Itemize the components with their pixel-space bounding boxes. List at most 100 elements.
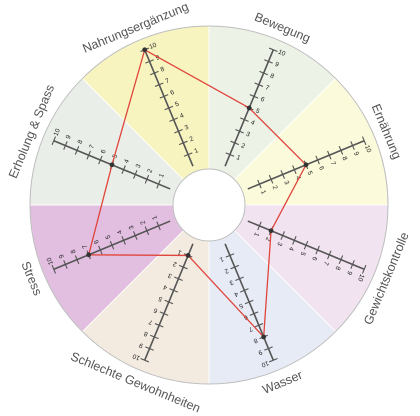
tick-label-schlechte-gewohnheiten-8: 8 bbox=[143, 329, 149, 337]
tick-label-schlechte-gewohnheiten-9: 9 bbox=[138, 341, 144, 349]
tick-label-nahrungsergaenzung-1: 1 bbox=[193, 147, 199, 155]
tick-bewegung-10 bbox=[268, 47, 278, 53]
data-point-gewichtskontrolle bbox=[268, 228, 274, 234]
tick-label-schlechte-gewohnheiten-5: 5 bbox=[157, 294, 163, 302]
tick-ernaehrung-9 bbox=[350, 141, 355, 150]
data-point-stress bbox=[86, 252, 92, 258]
tick-label-gewichtskontrolle-9: 9 bbox=[345, 270, 353, 276]
tick-label-bewegung-4: 4 bbox=[250, 119, 256, 127]
tick-label-wasser-9: 9 bbox=[257, 348, 263, 356]
tick-nahrungsergaenzung-5 bbox=[164, 105, 174, 111]
tick-wasser-5 bbox=[244, 299, 254, 305]
tick-label-schlechte-gewohnheiten-6: 6 bbox=[152, 306, 158, 314]
tick-label-erholung-spass-6: 6 bbox=[100, 148, 108, 154]
tick-stress-8 bbox=[74, 255, 80, 265]
tick-wasser-9 bbox=[264, 346, 273, 351]
tick-label-nahrungsergaenzung-10: 10 bbox=[148, 42, 158, 51]
tick-ernaehrung-7 bbox=[327, 150, 332, 160]
data-point-nahrungsergaenzung bbox=[142, 47, 148, 53]
tick-stress-10 bbox=[51, 264, 57, 274]
data-point-wasser bbox=[261, 334, 267, 340]
tick-wasser-7 bbox=[254, 323, 264, 328]
tick-label-nahrungsergaenzung-6: 6 bbox=[169, 89, 175, 97]
tick-gewichtskontrolle-6 bbox=[315, 245, 320, 255]
tick-schlechte-gewohnheiten-3 bbox=[174, 276, 183, 281]
tick-label-erholung-spass-9: 9 bbox=[65, 134, 73, 140]
tick-schlechte-gewohnheiten-4 bbox=[169, 288, 179, 293]
data-point-schlechte-gewohnheiten bbox=[185, 253, 191, 258]
tick-schlechte-gewohnheiten-8 bbox=[149, 334, 159, 340]
tick-label-stress-9: 9 bbox=[58, 253, 66, 259]
tick-ernaehrung-8 bbox=[338, 145, 344, 155]
tick-label-ernaehrung-7: 7 bbox=[329, 160, 337, 166]
tick-schlechte-gewohnheiten-7 bbox=[154, 323, 164, 328]
tick-gewichtskontrolle-8 bbox=[338, 255, 344, 265]
tick-nahrungsergaenzung-3 bbox=[174, 129, 183, 134]
tick-label-stress-3: 3 bbox=[128, 224, 136, 230]
tick-gewichtskontrolle-3 bbox=[280, 231, 285, 240]
tick-label-stress-2: 2 bbox=[139, 219, 147, 225]
tick-ernaehrung-6 bbox=[315, 155, 320, 165]
tick-label-ernaehrung-10: 10 bbox=[363, 144, 372, 154]
tick-label-erholung-spass-1: 1 bbox=[158, 172, 166, 178]
data-point-erholung-spass bbox=[109, 162, 115, 168]
tick-bewegung-6 bbox=[249, 94, 259, 99]
tick-label-bewegung-5: 5 bbox=[254, 108, 260, 116]
tick-bewegung-8 bbox=[259, 70, 269, 76]
tick-gewichtskontrolle-7 bbox=[327, 250, 332, 260]
tick-label-erholung-spass-10: 10 bbox=[53, 127, 62, 137]
tick-label-erholung-spass-7: 7 bbox=[88, 143, 96, 149]
tick-bewegung-1 bbox=[225, 152, 235, 157]
tick-ernaehrung-10 bbox=[361, 136, 367, 146]
tick-erholung-spass-9 bbox=[63, 141, 68, 150]
tick-nahrungsergaenzung-2 bbox=[178, 140, 188, 146]
tick-label-gewichtskontrolle-6: 6 bbox=[310, 255, 318, 261]
tick-wasser-2 bbox=[230, 264, 240, 270]
tick-label-nahrungsergaenzung-5: 5 bbox=[174, 100, 180, 108]
tick-label-gewichtskontrolle-4: 4 bbox=[287, 246, 295, 252]
tick-nahrungsergaenzung-9 bbox=[145, 59, 154, 64]
tick-erholung-spass-7 bbox=[86, 150, 91, 160]
tick-label-schlechte-gewohnheiten-2: 2 bbox=[172, 260, 178, 268]
tick-label-ernaehrung-6: 6 bbox=[317, 165, 325, 171]
tick-label-erholung-spass-2: 2 bbox=[146, 168, 154, 174]
tick-label-gewichtskontrolle-3: 3 bbox=[275, 241, 283, 247]
tick-wasser-6 bbox=[249, 311, 259, 316]
tick-label-ernaehrung-9: 9 bbox=[352, 151, 360, 157]
tick-label-gewichtskontrolle-10: 10 bbox=[356, 273, 365, 283]
tick-label-ernaehrung-8: 8 bbox=[340, 156, 348, 162]
tick-schlechte-gewohnheiten-10 bbox=[140, 357, 150, 363]
tick-label-wasser-1: 1 bbox=[218, 255, 224, 263]
tick-label-nahrungsergaenzung-2: 2 bbox=[189, 135, 195, 143]
tick-label-erholung-spass-8: 8 bbox=[77, 139, 85, 145]
tick-stress-5 bbox=[109, 240, 115, 250]
tick-nahrungsergaenzung-1 bbox=[183, 152, 193, 157]
tick-label-schlechte-gewohnheiten-1: 1 bbox=[176, 248, 182, 256]
tick-wasser-3 bbox=[235, 276, 244, 281]
tick-label-nahrungsergaenzung-3: 3 bbox=[184, 124, 190, 132]
tick-label-gewichtskontrolle-2: 2 bbox=[264, 236, 272, 242]
tick-erholung-spass-10 bbox=[51, 136, 57, 146]
tick-label-nahrungsergaenzung-8: 8 bbox=[160, 66, 166, 74]
tick-label-wasser-4: 4 bbox=[233, 290, 239, 298]
tick-label-bewegung-3: 3 bbox=[245, 131, 251, 139]
tick-ernaehrung-4 bbox=[292, 165, 297, 175]
axes-layer: 1234567891012345678910123456789101234567… bbox=[46, 42, 373, 369]
tick-label-ernaehrung-1: 1 bbox=[259, 189, 267, 195]
tick-label-ernaehrung-2: 2 bbox=[271, 185, 279, 191]
tick-nahrungsergaenzung-4 bbox=[169, 117, 179, 122]
tick-label-erholung-spass-4: 4 bbox=[123, 158, 131, 164]
tick-erholung-spass-1 bbox=[156, 179, 161, 189]
tick-label-schlechte-gewohnheiten-7: 7 bbox=[147, 318, 153, 326]
tick-gewichtskontrolle-9 bbox=[350, 260, 355, 269]
tick-ernaehrung-3 bbox=[280, 170, 285, 179]
tick-label-stress-10: 10 bbox=[46, 256, 55, 266]
tick-stress-6 bbox=[98, 245, 103, 255]
tick-label-stress-5: 5 bbox=[104, 234, 112, 240]
tick-schlechte-gewohnheiten-9 bbox=[145, 346, 154, 351]
tick-label-wasser-7: 7 bbox=[247, 325, 253, 333]
tick-label-bewegung-7: 7 bbox=[264, 84, 270, 92]
tick-schlechte-gewohnheiten-2 bbox=[178, 264, 188, 270]
tick-label-bewegung-9: 9 bbox=[274, 61, 280, 69]
